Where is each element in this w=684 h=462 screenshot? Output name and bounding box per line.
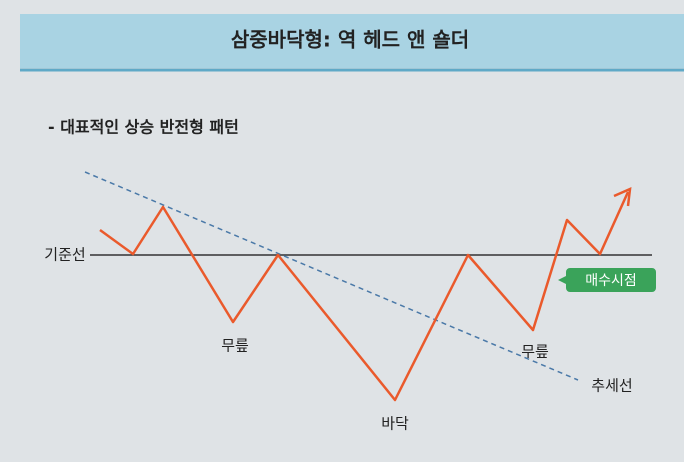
title: 삼중바닥형: 역 헤드 앤 숄더 bbox=[231, 28, 469, 52]
price-line bbox=[99, 191, 630, 402]
buy-point-badge bbox=[558, 268, 656, 292]
arrow-head bbox=[613, 186, 632, 207]
trendline bbox=[84, 171, 579, 381]
trendline-label: 추세선 bbox=[591, 377, 632, 395]
left-shoulder-label: 무릎 bbox=[221, 337, 249, 355]
head-label: 바닥 bbox=[381, 415, 409, 433]
right-shoulder-label: 무릎 bbox=[521, 343, 549, 361]
baseline-label: 기준선 bbox=[44, 246, 85, 264]
header-band bbox=[20, 14, 684, 68]
subtitle: - 대표적인 상승 반전형 패턴 bbox=[48, 118, 239, 137]
buy-point-label: 매수시점 bbox=[585, 273, 637, 289]
